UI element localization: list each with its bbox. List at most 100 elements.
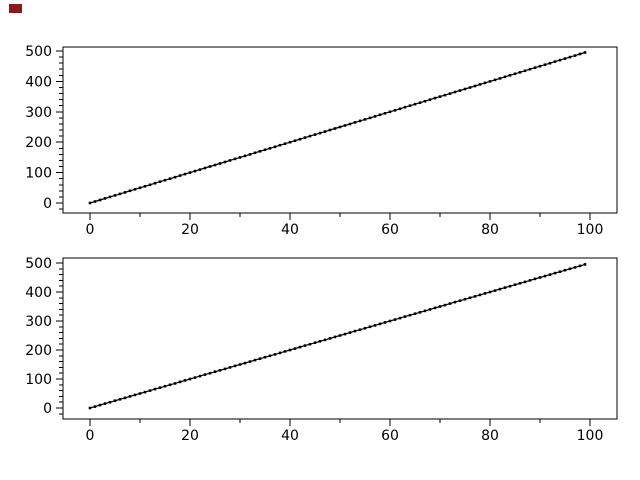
y-axis-tick-label: 0 [43,196,52,212]
data-point-marker [273,353,277,356]
y-axis-tick-label: 200 [25,135,52,151]
data-point-marker [508,284,512,288]
data-point-marker [363,118,367,121]
data-point-marker [113,194,117,197]
axes-frame [62,46,618,214]
data-point-marker [428,98,432,101]
data-point-marker [433,96,437,100]
data-point-marker [128,189,132,193]
data-point-marker [528,279,532,282]
data-point-marker [378,322,382,326]
data-point-marker [133,188,137,191]
data-point-marker [458,89,462,92]
data-point-marker [123,396,127,400]
data-point-marker [203,166,207,170]
data-point-marker [393,109,397,112]
data-point-marker [368,325,372,329]
x-axis-tick-label: 0 [86,428,95,444]
data-point-marker [403,105,407,109]
data-point-marker [453,300,457,304]
data-point-marker [583,263,587,266]
data-point-marker [268,354,272,358]
data-point-marker [398,316,402,320]
data-point-marker [418,311,422,314]
data-point-marker [198,168,202,171]
data-point-marker [288,140,292,144]
data-point-marker [353,329,357,333]
red-marker [9,4,22,13]
data-line [89,263,586,409]
data-point-marker [393,318,397,321]
data-point-marker [578,264,582,268]
data-point-marker [208,371,212,375]
data-point-marker [473,295,477,298]
data-point-marker [323,338,327,342]
data-point-marker [108,195,112,199]
x-axis-tick-label: 80 [481,428,499,444]
data-point-marker [143,390,147,394]
data-point-marker [513,283,517,286]
data-point-marker [493,289,497,292]
data-point-marker [223,367,227,371]
data-point-marker [118,192,122,196]
data-point-marker [523,69,527,73]
data-point-marker [248,153,252,156]
data-point-marker [308,342,312,346]
x-axis-tick-label: 40 [281,222,299,238]
data-point-marker [133,393,137,397]
data-point-marker [238,156,242,159]
data-point-marker [488,290,492,294]
data-point-marker [108,400,112,404]
data-point-marker [573,266,577,269]
data-point-marker [338,334,342,337]
data-point-marker [443,303,447,307]
data-point-marker [138,392,142,395]
data-point-marker [558,58,562,62]
data-point-marker [273,145,277,149]
x-axis-tick-label: 100 [577,428,604,444]
data-point-marker [253,151,257,155]
data-point-marker [228,159,232,162]
data-point-marker [468,86,472,89]
data-point-marker [278,351,282,355]
data-point-marker [358,119,362,123]
data-point-marker [408,313,412,317]
y-axis-tick-label: 300 [25,105,52,121]
y-axis-tick-label: 500 [25,44,52,60]
data-point-marker [498,287,502,291]
data-point-marker [163,384,167,388]
data-point-marker [88,406,92,410]
data-point-marker [573,54,577,57]
data-point-marker [563,268,567,272]
data-point-marker [373,324,377,327]
data-point-marker [243,361,247,365]
data-point-marker [438,305,442,308]
data-point-marker [513,72,517,76]
data-point-marker [428,308,432,311]
subplot-top-axes: 0 20 40 60 80 100 0 100 200 300 400 500 [25,44,618,238]
data-point-marker [223,160,227,164]
data-point-marker [178,380,182,384]
data-point-marker [543,63,547,66]
data-point-marker [148,183,152,187]
data-point-marker [408,104,412,107]
data-point-marker [388,319,392,323]
data-point-marker [388,110,392,114]
data-point-marker [548,273,552,276]
data-point-marker [188,171,192,174]
data-point-marker [443,93,447,97]
data-point-marker [478,293,482,297]
data-point-marker [563,57,567,60]
data-point-marker [98,198,102,202]
data-point-marker [363,326,367,330]
data-point-marker [193,169,197,173]
data-point-markers [88,263,587,410]
data-point-marker [448,302,452,305]
data-point-marker [448,92,452,95]
data-point-marker [123,191,127,194]
data-point-marker [88,201,92,205]
data-point-marker [263,355,267,359]
data-point-marker [538,64,542,68]
